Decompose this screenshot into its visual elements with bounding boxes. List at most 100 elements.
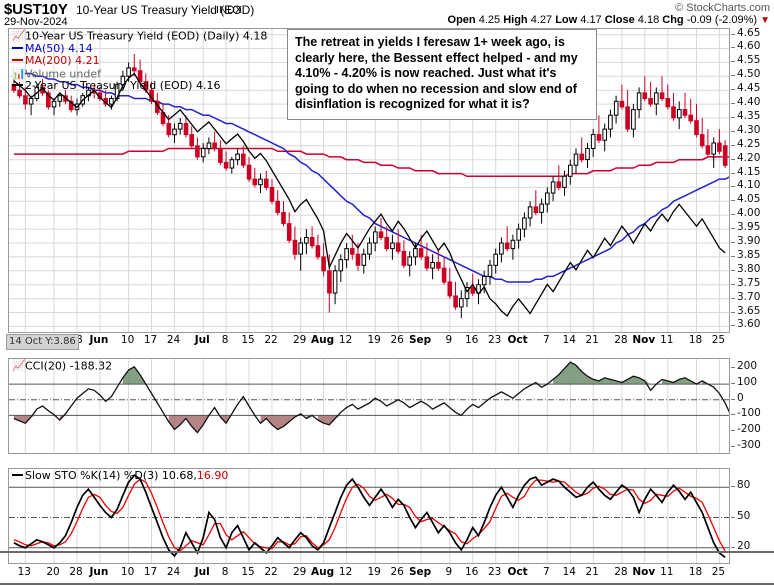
symbol-ticker[interactable]: $UST10Y <box>4 1 68 18</box>
x-tick-label: 26 <box>390 566 404 578</box>
close-value: 4.18 <box>637 14 660 26</box>
cci-indicator-panel[interactable]: 📈CCI(20) -188.32 <box>8 358 730 454</box>
y-tick-mark <box>731 546 735 548</box>
y-tick-mark <box>731 445 735 447</box>
sto-d-value: 16.90 <box>196 469 229 482</box>
y-tick-label: 4.35 <box>737 109 761 122</box>
y-tick-mark <box>731 283 735 285</box>
low-value: 4.17 <box>580 14 602 26</box>
y-tick-mark <box>731 33 735 35</box>
crosshair-tooltip: 14 Oct Y:3.86 <box>6 334 79 350</box>
cci-svg <box>9 359 729 453</box>
x-tick-label: 23 <box>488 334 502 346</box>
x-tick-label: 7 <box>542 566 550 578</box>
y-tick-mark <box>731 130 735 132</box>
y-tick-label: 3.90 <box>737 235 761 248</box>
y-tick-mark <box>731 367 735 369</box>
legend-row-volume: 📊Volume undef <box>12 66 267 81</box>
y-tick-label: 4.00 <box>737 207 761 220</box>
sto-k-line-icon <box>12 474 23 476</box>
y-tick-label: -300 <box>737 438 761 451</box>
high-value: 4.27 <box>530 14 553 26</box>
y-tick-mark <box>731 516 735 518</box>
y-tick-label: 4.55 <box>737 54 761 67</box>
x-tick-label: Aug <box>311 566 335 578</box>
y-tick-label: 50 <box>737 509 751 522</box>
y-tick-label: 3.85 <box>737 248 761 261</box>
x-tick-label: 28 <box>614 566 628 578</box>
down-arrow-icon: ▼ <box>760 15 770 26</box>
y-tick-mark <box>731 158 735 160</box>
x-tick-label: 23 <box>488 566 502 578</box>
chg-value: -0.09 (-2.09%) <box>686 14 758 26</box>
x-tick-label: 29 <box>293 566 307 578</box>
cci-y-axis: 200 100 0 -100 -200 -300 <box>731 358 774 454</box>
y-tick-mark <box>731 89 735 91</box>
y-tick-label: 4.30 <box>737 123 761 136</box>
y-tick-mark <box>731 75 735 77</box>
y-tick-label: 4.20 <box>737 151 761 164</box>
y-tick-mark <box>731 430 735 432</box>
y-tick-label: 80 <box>737 479 751 492</box>
y-tick-mark <box>731 398 735 400</box>
x-tick-label: Oct <box>507 566 528 578</box>
x-tick-label: 18 <box>688 566 703 578</box>
close-label: Close <box>604 14 635 26</box>
x-tick-label: 22 <box>264 334 278 346</box>
x-tick-label: 21 <box>585 334 599 346</box>
x-tick-label: 12 <box>338 334 353 346</box>
x-tick-label: 15 <box>241 566 255 578</box>
axis-separator-line <box>0 551 774 553</box>
y-tick-label: 4.45 <box>737 82 761 95</box>
y-tick-label: -200 <box>737 423 761 436</box>
ma50-label: MA(50) 4.14 <box>25 41 93 55</box>
y-tick-label: 4.05 <box>737 193 761 206</box>
x-tick-label: Oct <box>507 334 528 346</box>
y-tick-mark <box>731 47 735 49</box>
cci-area-icon: 📈 <box>12 359 26 372</box>
x-tick-label: 15 <box>241 334 255 346</box>
x-tick-label: 26 <box>390 334 404 346</box>
x-tick-label: 22 <box>264 566 278 578</box>
legend-row-series: 📈10-Year US Treasury Yield (EOD) (Daily)… <box>12 29 267 43</box>
legend-row-sto: Slow STO %K(14) %D(3) 10.68,16.90 <box>12 469 229 483</box>
y-tick-label: 3.75 <box>737 276 761 289</box>
x-tick-label: 25 <box>711 566 726 578</box>
y-tick-label: 4.60 <box>737 40 761 53</box>
x-tick-label: 12 <box>338 566 353 578</box>
y-tick-mark <box>731 214 735 216</box>
y-tick-mark <box>731 325 735 327</box>
x-tick-label: Sep <box>408 334 432 346</box>
cci-label: CCI(20) -188.32 <box>25 359 113 373</box>
chart-annotation-textbox[interactable]: The retreat in yields I feresaw 1+ week … <box>287 29 597 120</box>
price-x-axis: 132028Jun101724Jul8152229Aug121926Sep916… <box>8 334 730 350</box>
open-label: Open <box>447 14 476 26</box>
x-tick-label: 20 <box>46 566 60 578</box>
y-tick-mark <box>731 383 735 385</box>
y-tick-label: 3.95 <box>737 221 761 234</box>
y-tick-label: 200 <box>737 360 758 373</box>
y-tick-label: 4.40 <box>737 96 761 109</box>
x-tick-label: 19 <box>367 334 381 346</box>
cci-legend: 📈CCI(20) -188.32 <box>12 359 113 373</box>
x-tick-label: 14 <box>562 566 576 578</box>
sto-legend: Slow STO %K(14) %D(3) 10.68,16.90 <box>12 469 229 483</box>
y-tick-mark <box>731 414 735 416</box>
y-tick-label: -100 <box>737 407 761 420</box>
slow-stochastic-panel[interactable]: Slow STO %K(14) %D(3) 10.68,16.90 <box>8 468 730 564</box>
legend-row-ma50: MA(50) 4.14 <box>12 41 267 56</box>
x-tick-label: 8 <box>221 334 229 346</box>
y-tick-label: 4.10 <box>737 179 761 192</box>
x-tick-label: 25 <box>711 334 726 346</box>
x-tick-label: 28 <box>69 566 83 578</box>
y-tick-mark <box>731 172 735 174</box>
y-tick-mark <box>731 103 735 105</box>
volume-bars-icon: 📊 <box>12 66 26 80</box>
ohlc-quote-bar: Open 4.25 High 4.27 Low 4.17 Close 4.18 … <box>448 14 770 26</box>
x-tick-label: 13 <box>17 566 31 578</box>
y-tick-label: 100 <box>737 376 758 389</box>
y-tick-label: 20 <box>737 539 751 552</box>
y-tick-mark <box>731 61 735 63</box>
y-tick-mark <box>731 200 735 202</box>
